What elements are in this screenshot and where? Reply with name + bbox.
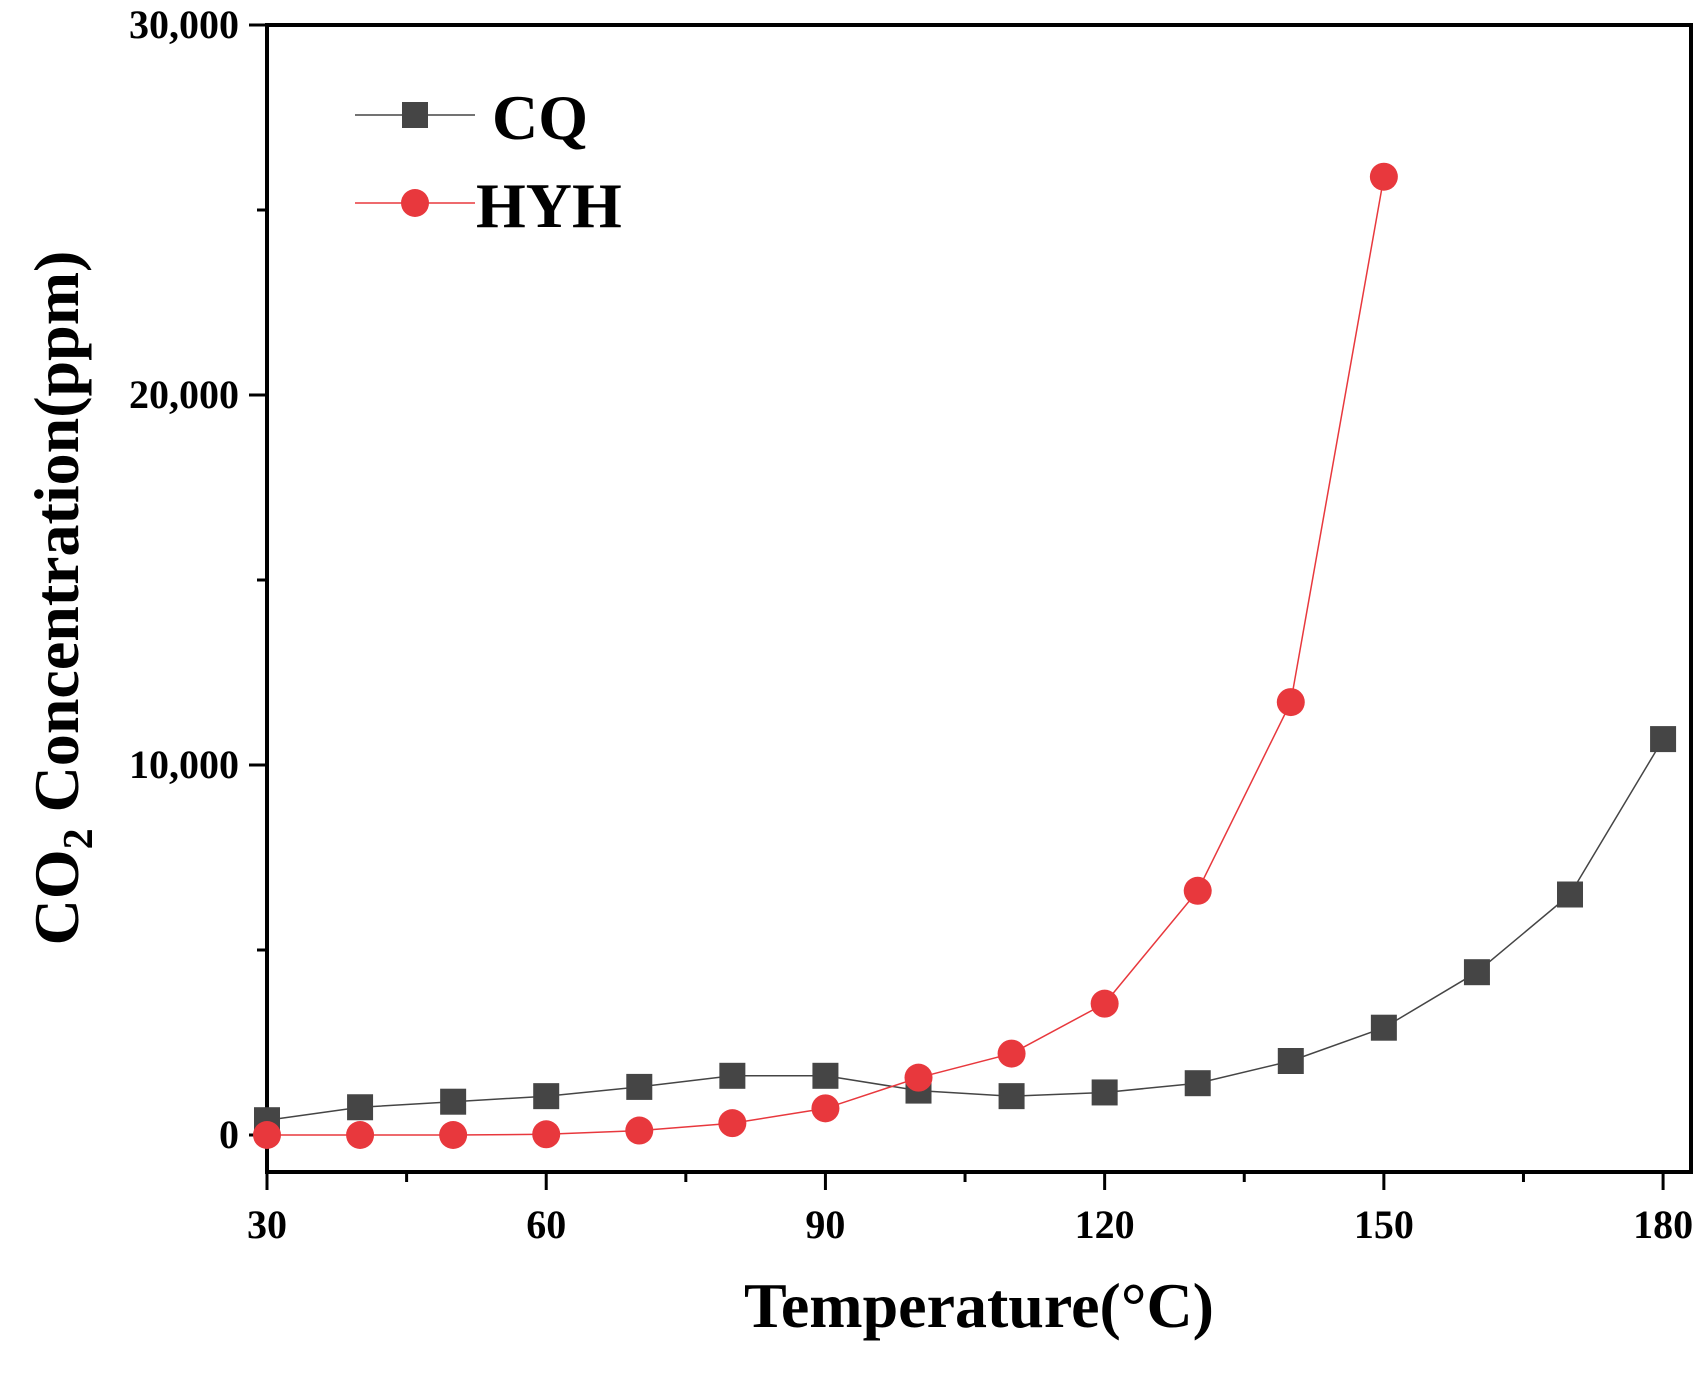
cq-point	[1370, 1014, 1397, 1041]
x-tick-label: 120	[1075, 1202, 1135, 1247]
hyh-point	[1090, 989, 1119, 1018]
cq-point	[347, 1094, 374, 1121]
cq-point	[1650, 726, 1677, 753]
hyh-point	[1369, 162, 1398, 191]
cq-point	[1277, 1048, 1304, 1074]
legend: CQ HYH	[355, 82, 622, 241]
legend-marker-circle	[401, 189, 429, 217]
cq-point	[1557, 881, 1584, 908]
x-tick-label: 150	[1354, 1202, 1414, 1247]
x-tick-label: 30	[247, 1202, 287, 1247]
x-tick-label: 180	[1633, 1202, 1693, 1247]
cq-point	[719, 1062, 746, 1089]
cq-point	[626, 1073, 653, 1100]
cq-point	[998, 1083, 1025, 1110]
series-layer	[253, 162, 1677, 1149]
hyh-point	[718, 1109, 747, 1138]
cq-point	[1091, 1079, 1118, 1106]
hyh-point	[1183, 876, 1212, 905]
cq-point	[1184, 1070, 1211, 1097]
x-tick-label: 60	[526, 1202, 566, 1247]
series-hyh	[253, 162, 1398, 1149]
x-tick-label: 90	[805, 1202, 845, 1247]
y-tick-label: 0	[219, 1112, 239, 1157]
hyh-point	[253, 1121, 281, 1149]
hyh-point	[346, 1121, 375, 1149]
hyh-point	[625, 1116, 654, 1145]
plot-area	[265, 23, 1693, 1174]
legend-label: HYH	[476, 170, 622, 241]
cq-point	[533, 1083, 560, 1110]
legend-marker-square	[402, 102, 428, 128]
hyh-point	[439, 1121, 468, 1149]
y-axis-title: CO2 Concentration(ppm)	[21, 251, 102, 946]
y-tick-label: 10,000	[129, 742, 239, 787]
hyh-point	[1276, 688, 1305, 717]
axes: 30 60 90 120 150 180 0 10,000 20,000 30,000	[129, 2, 1693, 1247]
legend-item-cq: CQ	[355, 82, 588, 153]
y-tick-label: 30,000	[129, 2, 239, 47]
y-axis-title-prefix: CO	[21, 849, 92, 945]
cq-point	[440, 1088, 467, 1115]
legend-label: CQ	[492, 82, 588, 153]
y-tick-label: 20,000	[129, 372, 239, 417]
hyh-point	[811, 1094, 840, 1123]
x-axis-title: Temperature(°C)	[744, 1270, 1214, 1341]
cq-line	[266, 738, 1664, 1121]
y-axis-title-subscript: 2	[56, 828, 102, 849]
cq-point	[812, 1062, 839, 1089]
hyh-point	[904, 1063, 933, 1092]
cq-point	[1463, 959, 1490, 986]
hyh-point	[532, 1120, 561, 1149]
y-axis-title-suffix: Concentration(ppm)	[21, 251, 92, 829]
legend-item-hyh: HYH	[355, 170, 622, 241]
hyh-point	[997, 1039, 1026, 1068]
